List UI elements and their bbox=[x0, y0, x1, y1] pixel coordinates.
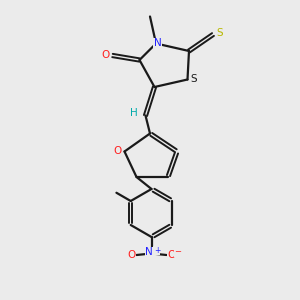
Text: O: O bbox=[114, 146, 122, 157]
Text: N: N bbox=[145, 247, 153, 257]
Text: −: − bbox=[174, 248, 182, 256]
Text: O: O bbox=[168, 250, 176, 260]
Text: N: N bbox=[154, 38, 161, 49]
Text: +: + bbox=[154, 246, 160, 255]
Text: H: H bbox=[130, 108, 138, 118]
Text: O: O bbox=[127, 250, 135, 260]
Text: S: S bbox=[216, 28, 223, 38]
Text: S: S bbox=[191, 74, 197, 85]
Text: O: O bbox=[102, 50, 110, 61]
